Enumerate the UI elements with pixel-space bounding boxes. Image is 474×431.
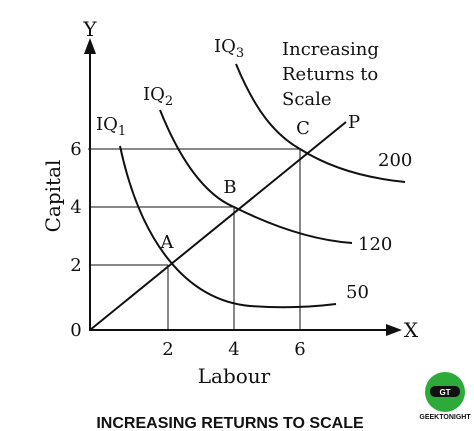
isoquant-name: IQ1 <box>96 114 126 139</box>
isoquant-index: 1 <box>118 124 126 139</box>
point-label: A <box>160 232 175 253</box>
isoquant-name: IQ3 <box>214 36 244 61</box>
axis-title: Capital <box>41 160 65 233</box>
guides <box>88 148 301 330</box>
axis-title: Labour <box>198 364 271 388</box>
x-tick-label: 6 <box>294 339 305 360</box>
origin-label: 0 <box>70 320 81 341</box>
annotation: Increasing <box>282 39 379 60</box>
axis-label: X <box>404 318 419 342</box>
isoquant-index: 2 <box>165 94 173 109</box>
logo-name: GEEKTONIGHT <box>419 414 471 421</box>
y-tick-label: 2 <box>70 255 81 276</box>
scale-ray <box>89 121 347 331</box>
logo: GT GEEKTONIGHT <box>419 372 471 421</box>
isoquant-index: 3 <box>236 46 244 61</box>
isoquant-curve <box>119 145 337 309</box>
logo-glasses <box>430 386 460 397</box>
x-arrow <box>386 324 402 336</box>
x-tick-label: 4 <box>228 339 239 360</box>
x-tick-label: 2 <box>162 339 173 360</box>
annotation: Scale <box>282 89 332 110</box>
isoquant-curve <box>235 63 406 183</box>
point-label: B <box>223 177 236 198</box>
isoquant-name: IQ2 <box>143 84 173 109</box>
y-tick-label: 6 <box>70 139 81 160</box>
isoquant-name-text: IQ <box>96 114 118 135</box>
isoquant-name-text: IQ <box>214 36 236 57</box>
isoquants <box>119 63 406 309</box>
caption: INCREASING RETURNS TO SCALE <box>96 415 364 431</box>
point-label: C <box>296 118 310 139</box>
isoquant-output: 120 <box>358 234 392 255</box>
isoquant-output: 50 <box>346 282 369 303</box>
ray-label: P <box>348 112 360 133</box>
annotation: Returns to <box>282 64 378 85</box>
logo-initials: GT <box>439 388 450 397</box>
y-arrow <box>84 38 96 54</box>
isoquant-name-text: IQ <box>143 84 165 105</box>
axis-label: Y <box>82 17 97 41</box>
y-tick-label: 4 <box>70 197 81 218</box>
isoquant-curve <box>159 109 353 244</box>
isoquant-output: 200 <box>378 150 412 171</box>
axes <box>89 48 392 331</box>
